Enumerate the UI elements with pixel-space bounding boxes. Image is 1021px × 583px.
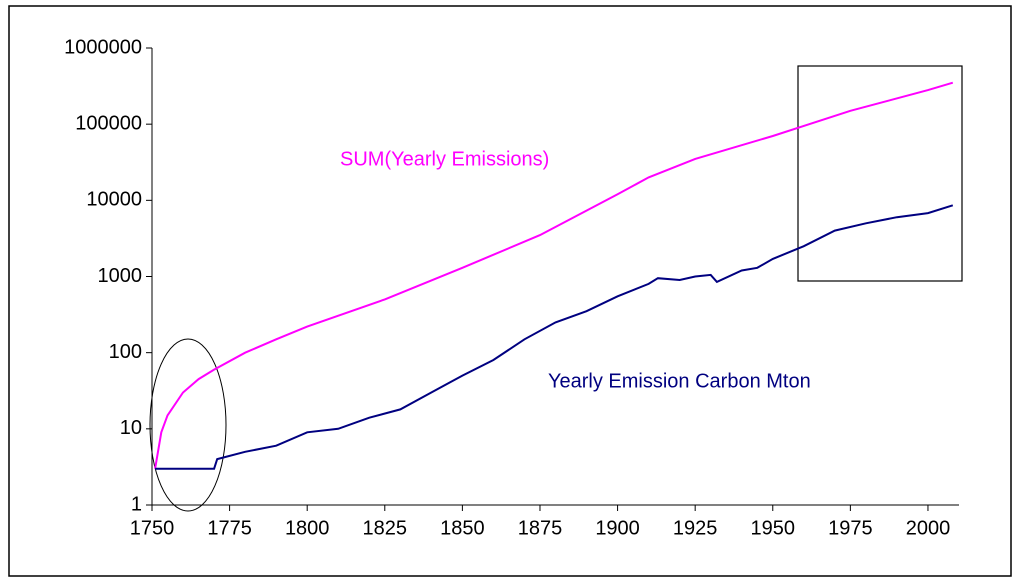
y-tick-label: 1 [131,493,142,515]
series-line [154,81,954,469]
x-tick-label: 1900 [595,517,640,539]
highlight-ellipse [149,338,227,512]
series-label: Yearly Emission Carbon Mton [548,370,811,392]
x-tick-label: 1950 [751,517,796,539]
chart-border [8,5,1012,577]
highlight-box [797,65,963,282]
series-line [155,204,954,470]
x-tick-label: 1825 [363,517,408,539]
y-tick-label: 1000 [98,265,143,287]
x-tick-label: 1850 [440,517,485,539]
x-tick-label: 1775 [207,517,252,539]
x-tick-label: 1750 [130,517,175,539]
y-tick-label: 100 [109,341,142,363]
x-tick-label: 1925 [673,517,718,539]
x-tick-label: 1975 [828,517,873,539]
y-tick-label: 10000 [86,189,142,211]
x-tick-label: 2000 [906,517,951,539]
x-tick-label: 1875 [518,517,563,539]
y-tick-label: 10 [120,417,142,439]
y-tick-label: 1000000 [64,36,142,58]
y-tick-label: 100000 [75,112,142,134]
series-label: SUM(Yearly Emissions) [340,148,549,170]
x-tick-label: 1800 [285,517,330,539]
